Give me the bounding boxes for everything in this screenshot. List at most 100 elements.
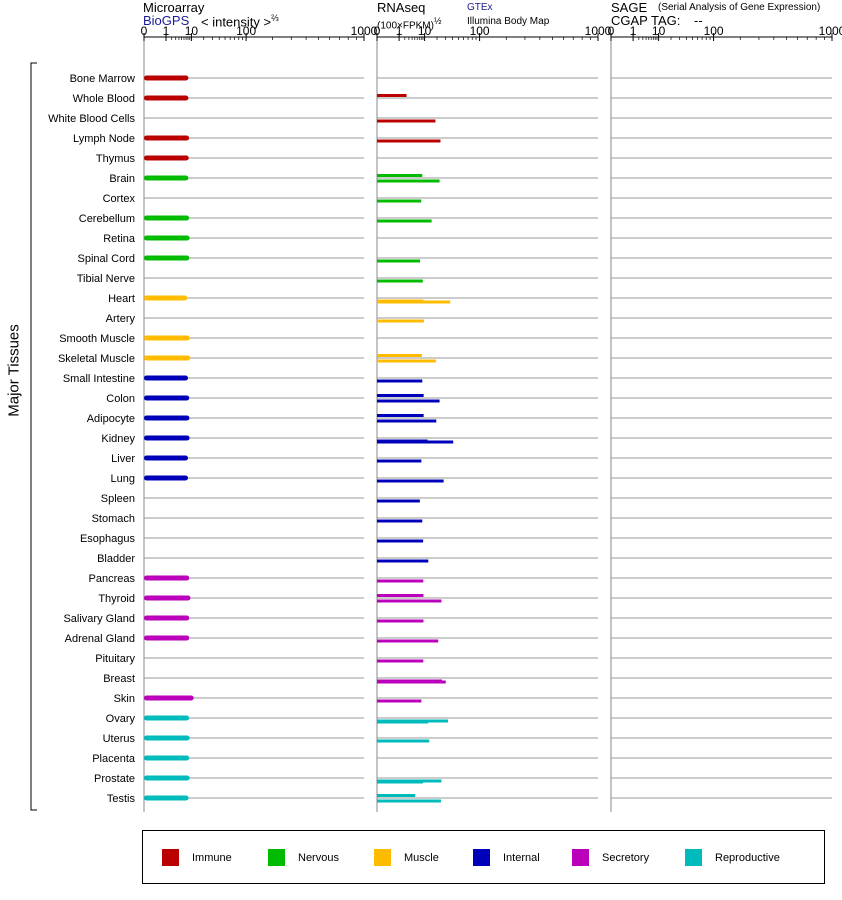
rnaseq-bar [377,174,423,177]
tissue-label: Esophagus [80,533,136,545]
microarray-bar [144,695,194,701]
rnaseq-bar [377,259,421,263]
sage-subtitle: (Serial Analysis of Gene Expression) [658,2,821,13]
microarray-tick-label: 1 [163,24,170,38]
tissue-label: Thyroid [98,593,135,605]
microarray-tick-label: 100 [236,24,256,38]
rnaseq-bar [377,94,407,97]
tissue-label: Bone Marrow [70,73,135,85]
rnaseq-bar [377,179,440,183]
tissue-label: Ovary [106,713,136,725]
legend-item-muscle: Muscle [374,849,439,866]
microarray-tick-label: 10 [185,24,199,38]
legend-swatch-nervous [268,849,285,866]
tissue-label: Breast [103,673,135,685]
rnaseq-bar [377,394,424,397]
tissue-label: Pancreas [89,573,136,585]
rnaseq-bar [377,279,423,283]
rnaseq-bar [377,659,424,663]
tissue-label: Spleen [101,493,135,505]
tissue-label: Brain [109,173,135,185]
rnaseq-bar [377,399,440,403]
rnaseq-bar [377,780,423,784]
tissue-label: Skeletal Muscle [58,353,135,365]
rnaseq-bar [377,440,454,444]
rnaseq-bar [377,799,441,803]
microarray-tick-label: 0 [141,24,148,38]
legend-label-muscle: Muscle [404,851,439,864]
microarray-bar [144,755,190,761]
tissue-label: Prostate [94,773,135,785]
rnaseq-bar [377,579,424,583]
tissue-label: Stomach [92,513,135,525]
tissue-label: Tibial Nerve [77,273,135,285]
tissue-label: Lung [111,473,135,485]
rnaseq-bar [377,359,436,363]
legend-label-nervous: Nervous [298,851,339,864]
rnaseq-bar [377,699,422,703]
sage-tick-label: 100 [704,24,724,38]
rnaseq-tick-label: 10 [418,24,432,38]
tissue-label: Retina [103,233,136,245]
microarray-bar [144,475,188,481]
microarray-bar [144,415,190,421]
microarray-bar [144,575,190,581]
microarray-bar [144,135,190,141]
legend-item-internal: Internal [473,849,540,866]
legend-item-reproductive: Reproductive [685,849,780,866]
illumina-body-map-link[interactable]: Illumina Body Map [467,16,550,27]
tissue-label: Pituitary [95,653,135,665]
legend-item-nervous: Nervous [268,849,339,866]
legend-swatch-immune [162,849,179,866]
sage-tick-label: 1000 [819,24,842,38]
tissue-label: White Blood Cells [48,113,135,125]
tissue-label: Small Intestine [63,373,135,385]
sage-tick-label: 1 [630,24,637,38]
tissue-label: Testis [107,793,136,805]
microarray-scale-exponent: ⅔ [271,13,279,23]
rnaseq-bar [377,599,442,603]
microarray-bar [144,255,190,261]
microarray-bar [144,635,190,641]
legend-label-secretory: Secretory [602,851,650,864]
rnaseq-tick-label: 100 [470,24,490,38]
rnaseq-tick-label: 1000 [585,24,612,38]
tissue-label: Adipocyte [87,413,135,425]
legend-item-immune: Immune [162,849,232,866]
rnaseq-bar [377,519,423,523]
legend: Immune Nervous Muscle Internal Secretory… [142,830,825,884]
cgap-tag-label: CGAP TAG: [611,13,681,28]
microarray-bar [144,395,190,401]
rnaseq-bar [377,594,424,597]
tissue-label: Bladder [97,553,135,565]
rnaseq-bar [377,459,422,463]
microarray-bar [144,455,188,461]
tissue-bracket [30,62,37,811]
rnaseq-bar [377,300,451,304]
microarray-bar [144,75,189,81]
microarray-tick-label: 1000 [351,24,378,38]
rnaseq-bar [377,499,420,503]
legend-label-reproductive: Reproductive [715,851,780,864]
microarray-bar [144,95,189,101]
tissue-label: Artery [106,313,136,325]
biogps-link[interactable]: BioGPS [143,13,190,28]
gtex-link[interactable]: GTEx [467,2,493,13]
microarray-bar [144,715,190,721]
rnaseq-bar [377,559,429,563]
microarray-title: Microarray [143,0,205,15]
legend-swatch-muscle [374,849,391,866]
microarray-bar [144,375,188,381]
microarray-bar [144,775,190,781]
rnaseq-bar [377,379,423,383]
rnaseq-scale-label: (100×FPKM)½ [377,16,441,31]
rnaseq-tick-label: 1 [396,24,403,38]
sage-tick-label: 0 [608,24,615,38]
tissue-label: Cortex [103,193,136,205]
microarray-bar [144,155,189,161]
tissue-label: Skin [114,693,135,705]
rnaseq-bar [377,354,422,357]
tissue-label: Salivary Gland [63,613,135,625]
rnaseq-bar [377,539,424,543]
tissue-label: Uterus [103,733,136,745]
